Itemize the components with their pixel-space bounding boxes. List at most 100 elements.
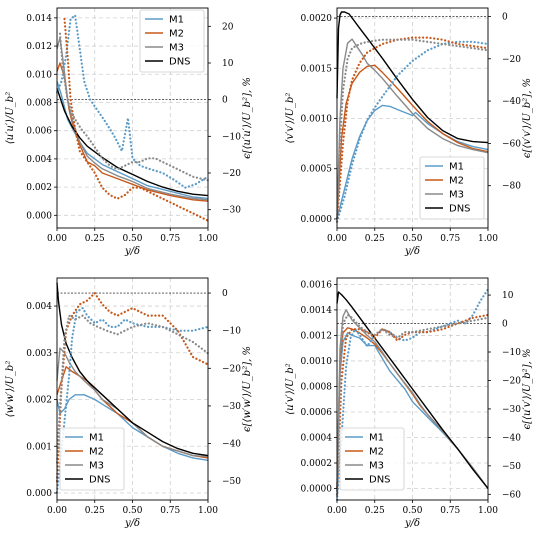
y-axis-label: ⟨u′u′⟩/U_b² (5, 92, 16, 144)
series-line-m2-error (55, 292, 210, 483)
y-tick-label: 0.0015 (301, 64, 333, 74)
y-tick-label: 0.008 (26, 98, 52, 108)
x-tick-label: 1.00 (198, 234, 218, 244)
y2-tick-label: −50 (222, 477, 241, 487)
y2-tick-label: −40 (502, 433, 521, 443)
series-line-m2 (56, 62, 209, 202)
x-tick-label: 0.00 (327, 506, 347, 516)
series-line-m3-error (55, 314, 210, 464)
series-line-m3 (336, 38, 489, 220)
series-line-m1-error (55, 14, 210, 189)
x-tick-label: 1.00 (478, 506, 498, 516)
y2-tick-label: 0 (222, 289, 228, 299)
series-line-m2-error (335, 36, 490, 223)
y-tick-label: 0.0000 (301, 485, 333, 495)
x-axis-label: y/δ (404, 518, 420, 529)
x-tick-label: 0.75 (160, 506, 180, 516)
legend: M1 M2 M3 DNS (139, 9, 205, 73)
legend: M1 M2 M3 DNS (59, 427, 125, 491)
y-tick-label: 0.002 (26, 183, 52, 193)
y2-axis-label: ϵ[⟨u′v′⟩/U_b²], % (522, 349, 533, 430)
y2-tick-label: −30 (502, 405, 521, 415)
y2-tick-label: −10 (502, 348, 521, 358)
x-tick-label: 0.00 (47, 506, 67, 516)
y-tick-label: 0.004 (26, 155, 52, 165)
y-tick-label: 0.0016 (301, 280, 333, 290)
x-tick-label: 0.50 (402, 234, 422, 244)
y-tick-label: 0.002 (26, 396, 52, 406)
legend: M1 M2 M3 DNS (419, 156, 485, 220)
y2-tick-label: −40 (222, 440, 241, 450)
legend-label: M1 (369, 433, 384, 444)
y-tick-label: 0.0005 (301, 165, 333, 175)
y2-tick-label: −10 (222, 132, 241, 142)
legend-box (59, 427, 125, 491)
series-line-m3 (56, 36, 209, 201)
x-tick-label: 1.00 (478, 234, 498, 244)
y2-axis-label: ϵ[⟨w′w′⟩/U_b²], % (242, 346, 253, 432)
legend-label: DNS (169, 57, 191, 68)
y2-tick-label: 10 (222, 59, 234, 69)
series-line-m1-error (55, 307, 210, 494)
y2-tick-label: −60 (502, 490, 521, 500)
series-line-dns (336, 11, 489, 144)
panel-uv: 0.00 0.25 0.50 0.75 1.00 0.0000 0.0002 0.0004 0.… (285, 277, 533, 529)
y2-tick-label: 10 (502, 291, 514, 301)
legend-box (339, 427, 405, 491)
series-line-m1 (56, 81, 209, 200)
x-tick-label: 0.00 (47, 234, 67, 244)
y2-tick-label: 0 (502, 12, 508, 22)
x-tick-label: 0.25 (365, 234, 385, 244)
y-tick-label: 0.012 (26, 42, 52, 52)
y2-tick-label: −20 (502, 55, 521, 65)
x-tick-label: 0.25 (365, 506, 385, 516)
y-axis-label: ⟨w′w′⟩/U_b² (5, 361, 16, 418)
series-line-m2-error (335, 313, 490, 496)
panel-ww: 0.00 0.25 0.50 0.75 1.00 0.000 0.001 0.002 0.003… (5, 277, 253, 529)
legend-label: DNS (89, 475, 111, 486)
legend-label: M1 (169, 15, 184, 26)
y-axis-label: ⟨v′v′⟩/U_b² (285, 93, 296, 144)
y-axis-label: ⟨u′v′⟩/U_b² (285, 363, 296, 415)
y-tick-label: 0.000 (26, 489, 52, 499)
legend-label: M2 (369, 447, 384, 458)
series-line-m3 (56, 347, 209, 458)
x-tick-label: 0.25 (85, 234, 105, 244)
x-axis-label: y/δ (124, 246, 140, 257)
y2-tick-label: −30 (222, 402, 241, 412)
y2-axis-label: ϵ[⟨v′v′⟩/U_b²], % (522, 78, 533, 158)
series-line-dns (336, 291, 489, 489)
y-tick-label: 0.0020 (301, 14, 333, 24)
legend-label: M3 (449, 190, 464, 201)
y2-tick-label: 0 (502, 320, 508, 330)
x-tick-label: 0.50 (122, 506, 142, 516)
x-tick-label: 0.00 (327, 234, 347, 244)
x-tick-label: 0.50 (402, 506, 422, 516)
series-line-m1-error (335, 288, 490, 502)
y2-tick-label: −80 (502, 182, 521, 192)
y2-tick-label: 20 (222, 22, 234, 32)
y2-tick-label: 0 (222, 96, 228, 106)
series-line-m3-error (335, 38, 490, 223)
y-tick-label: 0.014 (26, 14, 52, 24)
legend-box (419, 156, 485, 220)
legend-label: M3 (89, 461, 104, 472)
y-tick-label: 0.0010 (301, 115, 333, 125)
y-tick-label: 0.000 (26, 211, 52, 221)
y2-tick-label: −50 (502, 462, 521, 472)
legend-label: M1 (89, 433, 104, 444)
legend-label: M2 (89, 447, 104, 458)
legend-label: DNS (369, 475, 391, 486)
x-tick-label: 0.75 (440, 506, 460, 516)
y2-tick-label: −20 (502, 376, 521, 386)
legend-label: M2 (449, 176, 464, 187)
series-line-m1 (336, 332, 489, 489)
y-tick-label: 0.0010 (301, 357, 333, 367)
legend-label: M3 (169, 43, 184, 54)
legend-label: DNS (449, 204, 471, 215)
y2-tick-label: −20 (222, 364, 241, 374)
legend-label: M2 (169, 29, 184, 40)
y-tick-label: 0.003 (26, 349, 52, 359)
y2-tick-label: −30 (222, 206, 241, 216)
